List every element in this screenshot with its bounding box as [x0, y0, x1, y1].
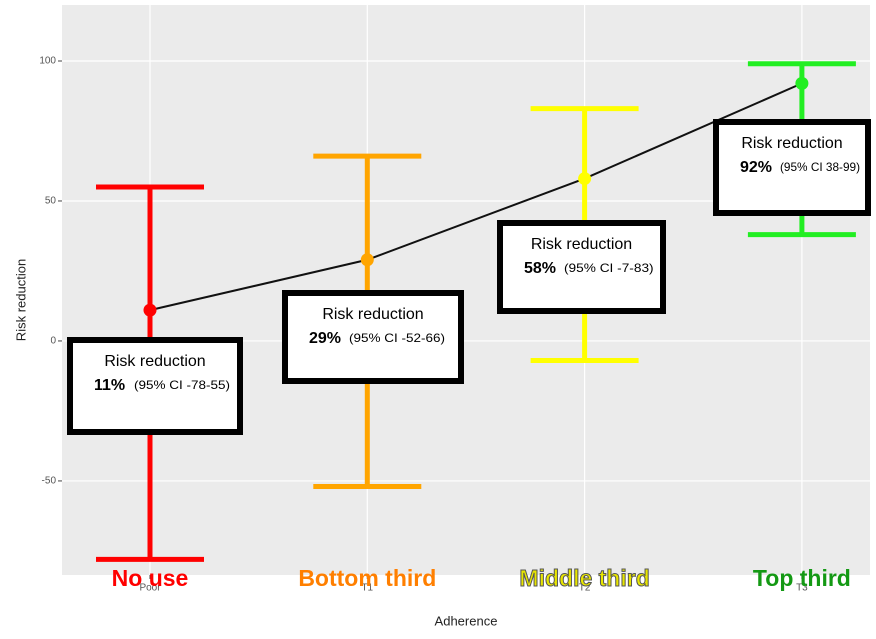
annotation-heading: Risk reduction: [322, 306, 423, 323]
annotation-value: 11%: [94, 377, 125, 394]
annotation-heading: Risk reduction: [104, 353, 205, 370]
annotation-box: [713, 119, 871, 216]
point: [360, 253, 374, 267]
y-tick-label: -50: [42, 476, 57, 487]
annotation-value: 92%: [740, 159, 772, 176]
annotation-ci: (95% CI 38-99): [780, 160, 860, 174]
point: [578, 172, 592, 186]
group-label: Middle third: [519, 565, 649, 591]
annotation-box: [67, 337, 243, 435]
y-tick-label: 100: [39, 56, 56, 67]
annotation: Risk reduction 29% (95% CI -52-66): [282, 290, 464, 384]
annotation: Risk reduction 58% (95% CI -7-83): [497, 220, 666, 314]
y-tick-label: 50: [45, 196, 57, 207]
annotation-heading: Risk reduction: [531, 236, 632, 253]
annotation-value: 58%: [524, 260, 556, 277]
group-label: Top third: [753, 565, 851, 591]
annotation-box: [282, 290, 464, 384]
trend-line: [149, 82, 803, 312]
annotation-ci: (95% CI -52-66): [349, 331, 445, 345]
annotation: Risk reduction 11% (95% CI -78-55): [67, 337, 243, 435]
y-tick-label: 0: [50, 336, 56, 347]
annotation: Risk reduction 92% (95% CI 38-99): [713, 119, 871, 216]
y-axis-label: Risk reduction: [13, 259, 28, 341]
x-axis-label: Adherence: [435, 613, 498, 628]
group-label: Bottom third: [298, 565, 436, 591]
plot-background: [62, 5, 870, 575]
point: [795, 76, 809, 90]
annotation-value: 29%: [309, 330, 341, 347]
x-tick-label: T1: [361, 583, 373, 594]
point: [143, 303, 157, 317]
x-tick-label: T3: [796, 583, 808, 594]
group-label: No use: [112, 565, 189, 591]
annotation-ci: (95% CI -78-55): [134, 378, 230, 392]
annotation-box: [497, 220, 666, 314]
annotation-ci: (95% CI -7-83): [564, 261, 654, 275]
x-tick-label: Poor: [139, 583, 161, 594]
x-tick-label: T2: [579, 583, 591, 594]
annotation-heading: Risk reduction: [741, 135, 842, 152]
